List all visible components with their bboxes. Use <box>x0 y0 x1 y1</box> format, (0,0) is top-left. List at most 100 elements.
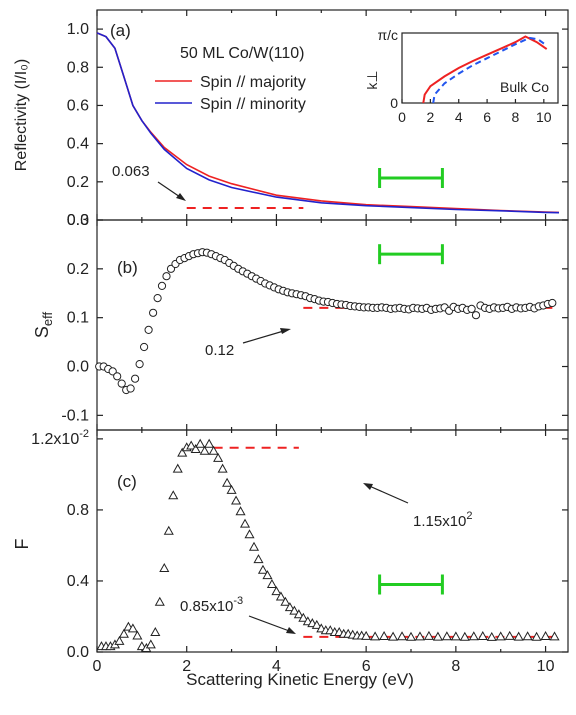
panel-c-ylabel: F <box>12 539 32 550</box>
data-point-triangle <box>177 447 188 457</box>
inset-x-tick-label: 2 <box>426 109 434 125</box>
data-point-triangle <box>127 623 138 633</box>
y-tick-label: 1.0 <box>67 21 89 38</box>
data-point-triangle <box>145 639 156 649</box>
ref-label-085: 0.85x10-3 <box>180 595 243 615</box>
x-tick-label: 6 <box>362 658 371 675</box>
y-tick-label: 0.8 <box>67 59 89 76</box>
data-point-triangle <box>159 563 170 573</box>
data-point-circle <box>117 379 126 388</box>
inset-x-tick-label: 8 <box>512 109 520 125</box>
ref-arrow-085 <box>248 615 293 633</box>
panel-b-marks <box>95 244 557 395</box>
y-tick-label: 0.2 <box>67 261 89 278</box>
data-point-triangle <box>204 438 215 448</box>
data-point-circle <box>157 281 167 290</box>
ref-arrowhead-115 <box>363 483 373 490</box>
data-point-triangle <box>486 631 497 641</box>
panel-a-title: 50 ML Co/W(110) <box>180 45 304 62</box>
data-point-circle <box>113 372 122 381</box>
data-point-triangle <box>222 477 233 487</box>
y-tick-label: 0.8 <box>67 502 89 519</box>
data-point-triangle <box>239 518 251 528</box>
panel-b-ticks: -0.1 0.0 0.1 0.2 0.3 <box>61 212 568 430</box>
data-point-triangle <box>199 445 210 455</box>
inset-line-majority <box>422 35 548 104</box>
data-point-triangle <box>414 631 426 641</box>
data-point-triangle <box>370 631 381 641</box>
data-point-triangle <box>271 586 282 596</box>
inset-ylabel: k⊥ <box>364 70 380 89</box>
y-tick-label: 0.4 <box>67 136 89 153</box>
inset-x-tick-label: 4 <box>455 109 463 125</box>
ref-arrowhead-012 <box>280 328 291 334</box>
data-point-triangle <box>405 631 417 641</box>
data-point-triangle <box>217 463 228 473</box>
data-point-triangle <box>168 490 179 500</box>
data-point-triangle <box>257 564 269 574</box>
data-point-circle <box>162 272 171 281</box>
data-point-triangle <box>513 631 524 641</box>
legend-label-minority: Spin // minority <box>200 96 306 113</box>
data-point-triangle <box>468 631 479 641</box>
data-point-triangle <box>208 445 219 455</box>
y-tick-label: 0.1 <box>67 310 89 327</box>
ref-arrowhead-0063 <box>176 193 186 201</box>
data-point-circle <box>140 342 149 352</box>
panel-b-ylabel: Seff <box>32 311 55 338</box>
data-point-circle <box>108 367 117 376</box>
panel-a-ylabel: Reflectivity (I/I₀) <box>13 59 30 171</box>
data-point-triangle <box>190 444 201 454</box>
data-point-triangle <box>441 631 452 641</box>
data-point-triangle <box>244 529 255 539</box>
inset-x-tick-label: 6 <box>483 109 491 125</box>
data-point-triangle <box>150 626 161 636</box>
data-point-triangle <box>154 596 165 606</box>
inset: π/c 0 k⊥ Bulk Co 0 2 4 6 8 10 <box>364 27 559 125</box>
ref-label-115: 1.15x102 <box>413 510 473 530</box>
data-point-triangle <box>226 484 237 494</box>
panel-a-ticks: 0.0 0.2 0.4 0.6 0.8 1.0 <box>67 10 568 229</box>
y-tick-label: 0.0 <box>67 359 89 376</box>
data-point-triangle <box>172 463 183 473</box>
data-point-circle <box>149 308 158 317</box>
data-point-circle <box>131 374 140 383</box>
data-point-triangle <box>132 630 143 640</box>
ref-label-012: 0.12 <box>205 342 234 359</box>
y-tick-label: 0.6 <box>67 97 89 114</box>
data-point-triangle <box>388 631 399 641</box>
ref-arrow-012 <box>242 329 288 344</box>
x-tick-label: 2 <box>182 658 191 675</box>
data-point-triangle <box>459 631 470 641</box>
data-point-triangle <box>495 631 506 641</box>
y-tick-label: 0.0 <box>67 212 89 229</box>
data-point-triangle <box>293 609 304 619</box>
ref-arrow-115 <box>366 484 409 504</box>
data-point-triangle <box>289 605 300 615</box>
data-point-triangle <box>280 596 291 606</box>
data-point-circle <box>153 294 162 303</box>
inset-ybottom-label: 0 <box>390 95 398 111</box>
data-point-triangle <box>275 591 286 601</box>
data-point-circle <box>135 360 144 369</box>
y-tick-label: 0.4 <box>67 573 89 590</box>
data-point-triangle <box>432 631 443 641</box>
data-point-triangle <box>477 631 488 641</box>
panel-a-label: (a) <box>110 21 131 40</box>
inset-marks <box>422 35 548 104</box>
legend-label-majority: Spin // majority <box>200 74 306 91</box>
data-point-triangle <box>262 570 273 580</box>
data-point-triangle <box>118 628 129 638</box>
data-point-triangle <box>504 630 515 640</box>
data-point-circle <box>467 304 476 313</box>
inset-x-tick-label: 10 <box>536 109 552 125</box>
data-point-triangle <box>396 631 408 641</box>
panel-b-frame <box>96 219 569 431</box>
inset-frame <box>401 32 559 104</box>
data-point-triangle <box>522 631 533 641</box>
data-point-triangle <box>423 630 434 640</box>
data-point-circle <box>126 384 135 393</box>
data-point-triangle <box>549 631 560 641</box>
inset-label: Bulk Co <box>500 79 549 95</box>
